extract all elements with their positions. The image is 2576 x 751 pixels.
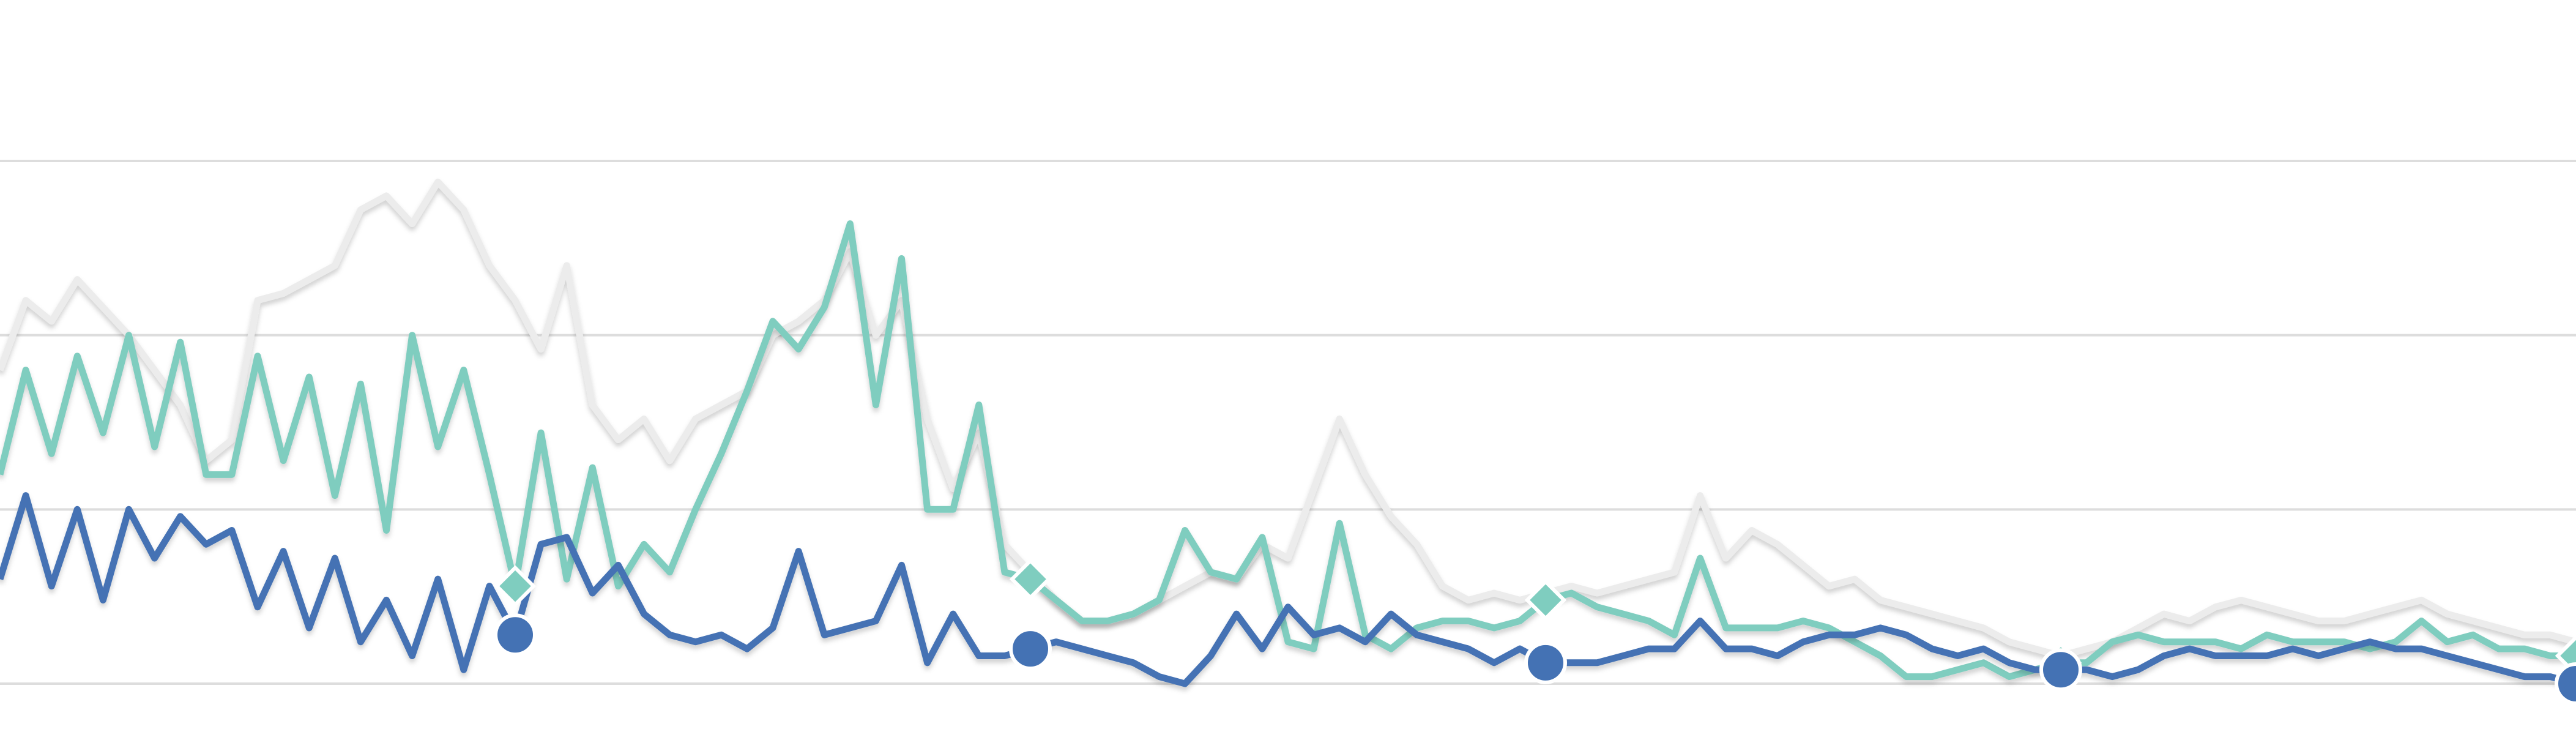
point-marker xyxy=(1009,558,1052,600)
point-marker xyxy=(1009,627,1052,671)
point-marker xyxy=(1524,579,1567,621)
point-marker xyxy=(1524,641,1567,684)
point-marker xyxy=(2555,662,2576,705)
point-marker xyxy=(494,565,537,607)
point-marker xyxy=(494,613,537,657)
series-line xyxy=(0,220,2576,681)
point-marker xyxy=(2039,648,2082,692)
series-line xyxy=(0,492,2576,687)
series-line xyxy=(0,178,2576,659)
